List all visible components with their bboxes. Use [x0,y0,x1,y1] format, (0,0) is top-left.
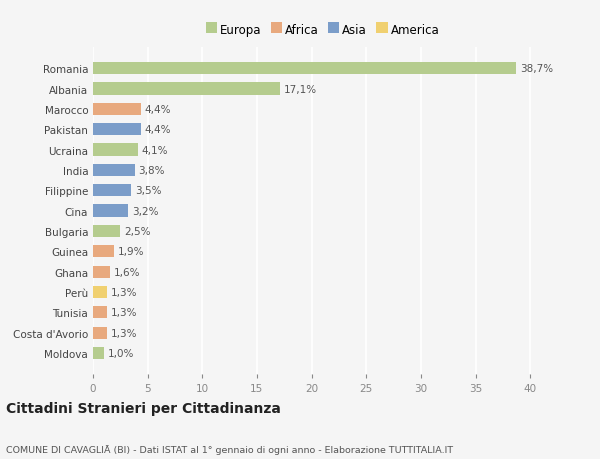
Bar [93,246,114,258]
Text: 1,3%: 1,3% [111,308,137,318]
Bar [93,164,134,177]
Bar [93,286,107,298]
Bar [93,307,107,319]
Text: 2,5%: 2,5% [124,226,151,236]
Text: 1,9%: 1,9% [118,247,144,257]
Text: Cittadini Stranieri per Cittadinanza: Cittadini Stranieri per Cittadinanza [6,402,281,415]
Bar [93,63,516,75]
Bar [93,144,138,157]
Text: 4,1%: 4,1% [142,146,168,155]
Text: 1,6%: 1,6% [115,267,141,277]
Text: 3,8%: 3,8% [139,166,165,175]
Bar [93,185,131,197]
Text: 3,2%: 3,2% [132,206,158,216]
Text: 4,4%: 4,4% [145,105,172,115]
Text: COMUNE DI CAVAGLIĀ (BI) - Dati ISTAT al 1° gennaio di ogni anno - Elaborazione T: COMUNE DI CAVAGLIĀ (BI) - Dati ISTAT al … [6,445,453,454]
Bar [93,225,121,237]
Bar [93,266,110,278]
Bar [93,347,104,359]
Bar [93,124,141,136]
Text: 3,5%: 3,5% [135,186,161,196]
Text: 1,3%: 1,3% [111,287,137,297]
Bar [93,327,107,339]
Bar [93,83,280,95]
Text: 17,1%: 17,1% [284,84,317,95]
Text: 1,0%: 1,0% [108,348,134,358]
Text: 4,4%: 4,4% [145,125,172,135]
Bar [93,104,141,116]
Text: 38,7%: 38,7% [520,64,553,74]
Bar [93,205,128,217]
Text: 1,3%: 1,3% [111,328,137,338]
Legend: Europa, Africa, Asia, America: Europa, Africa, Asia, America [203,22,442,39]
